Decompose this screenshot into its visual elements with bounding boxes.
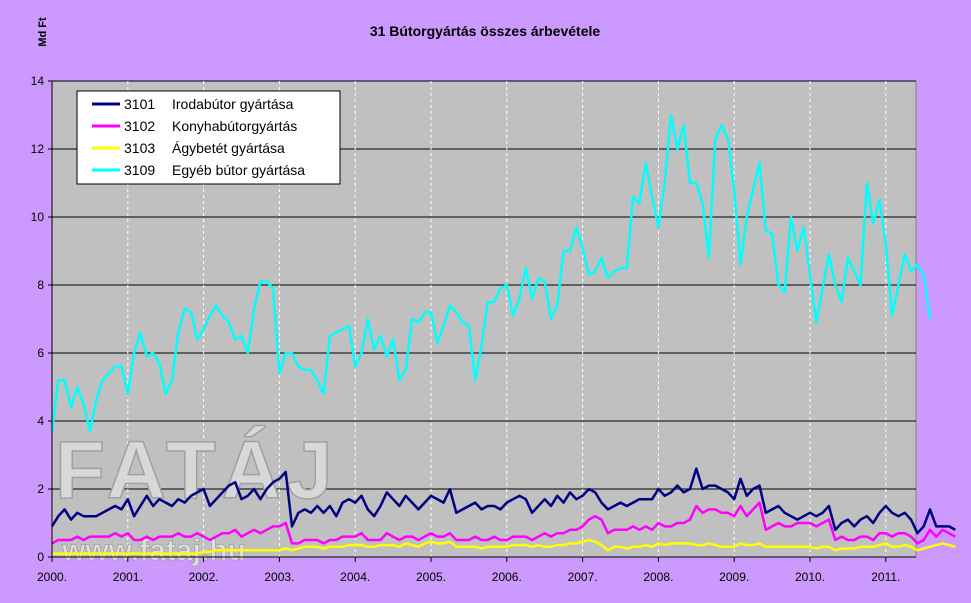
series-line-3102 (51, 501, 956, 545)
y-tick-label: 14 (31, 74, 45, 88)
x-tick-label: 2007. (568, 570, 598, 584)
x-tick-label: 2006. (492, 570, 522, 584)
legend-label-3109: Egyéb bútor gyártása (172, 162, 305, 178)
watermark-logo-text: FATÁJ (55, 425, 339, 516)
x-tick-label: 2005. (416, 570, 446, 584)
x-tick-label: 2001. (113, 570, 143, 584)
x-tick-label: 2004. (340, 570, 370, 584)
x-tick-label: 2009. (719, 570, 749, 584)
legend-label-3102: Konyhabútorgyártás (172, 118, 297, 134)
x-tick-label: 2003. (264, 570, 294, 584)
series-line-3103 (52, 538, 956, 555)
chart-title: 31 Bútorgyártás összes árbevétele (370, 23, 601, 39)
legend-code-3103: 3103 (124, 140, 155, 156)
y-tick-labels: 0 2 4 6 8 10 12 14 (31, 74, 52, 564)
x-tick-label: 2000. (37, 570, 67, 584)
y-tick-label: 6 (37, 346, 44, 360)
y-tick-label: 10 (31, 210, 45, 224)
x-tick-label: 2002. (189, 570, 219, 584)
y-tick-label: 2 (37, 482, 44, 496)
y-tick-label: 8 (37, 278, 44, 292)
y-axis-label: Md Ft (37, 17, 49, 47)
legend-code-3101: 3101 (124, 96, 155, 112)
legend-label-3103: Ágybetét gyártása (172, 140, 285, 156)
legend-box (76, 90, 341, 185)
legend-items: 3101 Irodabútor gyártása 3102 Konyhabútorgy… (92, 96, 305, 178)
y-tick-label: 4 (37, 414, 44, 428)
legend-label-3101: Irodabútor gyártása (172, 96, 294, 112)
axes (51, 81, 916, 558)
y-tick-label: 12 (31, 142, 45, 156)
x-tick-labels: 2000. 2001. 2002. 2003. 2004. 2005. 2006. 2007.… (37, 557, 900, 584)
x-tick-label: 2010. (795, 570, 825, 584)
x-tick-label: 2011. (871, 570, 900, 584)
legend-code-3102: 3102 (124, 118, 155, 134)
series-line-3101 (50, 467, 956, 535)
legend: 3101 Irodabútor gyártása 3102 Konyhabútorgy… (76, 90, 341, 185)
x-tick-label: 2008. (643, 570, 673, 584)
series-line-3109 (50, 113, 932, 433)
series-lines (50, 113, 956, 555)
legend-code-3109: 3109 (124, 162, 155, 178)
y-tick-label: 0 (37, 550, 44, 564)
